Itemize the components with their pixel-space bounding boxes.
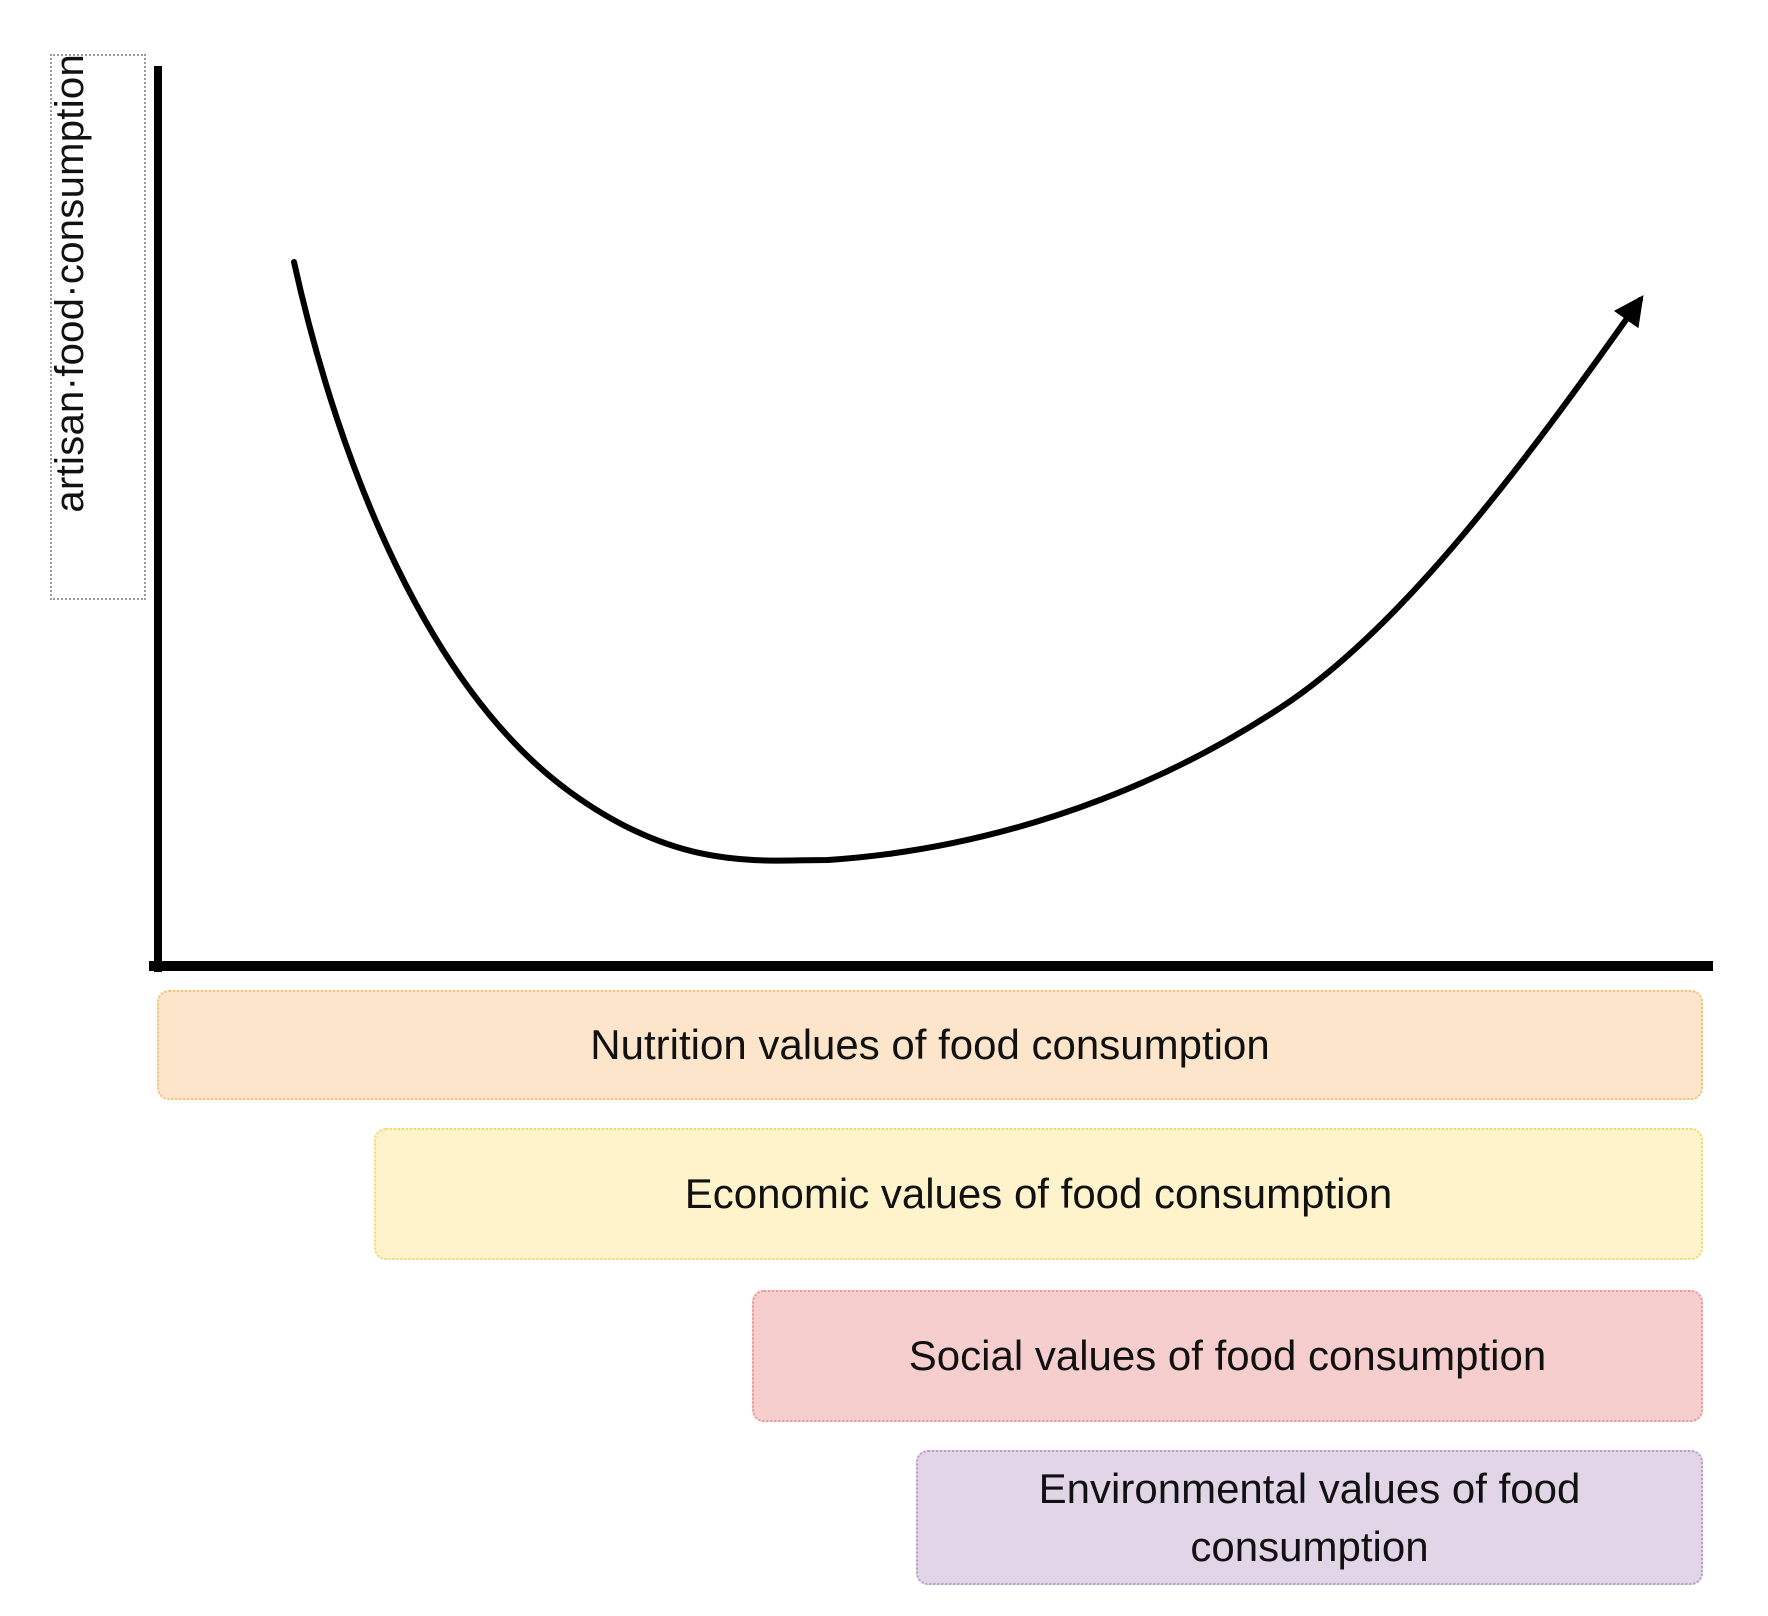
economic-values-band: Economic values of food consumption bbox=[374, 1128, 1703, 1260]
y-axis-label: artisan·food·consumption bbox=[48, 54, 92, 513]
social-values-band: Social values of food consumption bbox=[752, 1290, 1703, 1422]
y-axis-label-box bbox=[50, 54, 146, 600]
environmental-values-label: Environmental values of food consumption bbox=[1038, 1464, 1581, 1570]
environmental-values-band: Environmental values of food consumption bbox=[916, 1450, 1703, 1585]
trend-curve bbox=[291, 259, 1644, 864]
nutrition-values-label: Nutrition values of food consumption bbox=[590, 1021, 1270, 1068]
nutrition-values-band: Nutrition values of food consumption bbox=[157, 990, 1703, 1100]
economic-values-label: Economic values of food consumption bbox=[684, 1170, 1393, 1217]
social-values-label: Social values of food consumption bbox=[908, 1332, 1547, 1379]
